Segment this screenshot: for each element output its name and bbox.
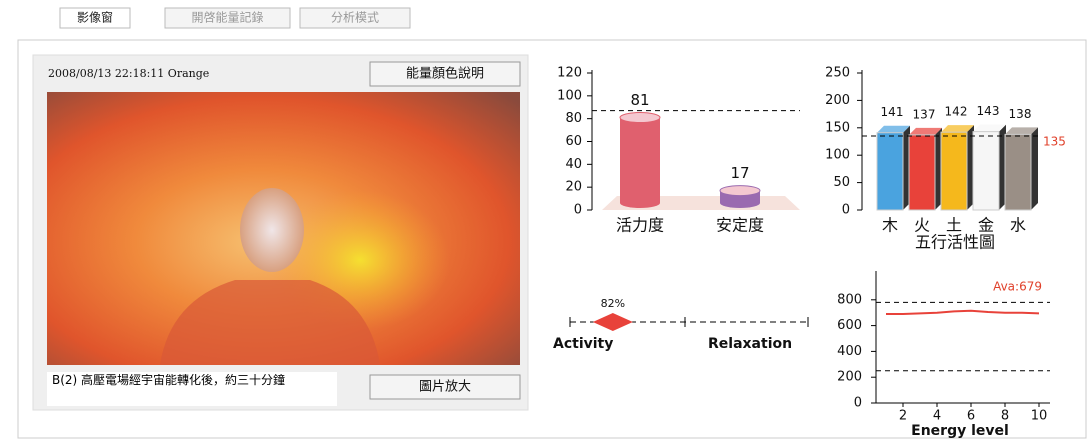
zoom-button-label[interactable]: 圖片放大 (419, 380, 471, 395)
x-tick-label: 2 (899, 409, 907, 424)
y-tick-label: 200 (825, 93, 850, 108)
value-label: 81 (630, 91, 649, 109)
y-tick-label: 800 (837, 292, 862, 307)
x-tick-label: 土 (946, 216, 962, 235)
bar-side (1031, 127, 1038, 210)
caption-box (47, 372, 337, 406)
value-label: 141 (881, 105, 904, 119)
value-label: 138 (1009, 107, 1032, 121)
x-tick-label: 木 (882, 216, 898, 235)
y-tick-label: 80 (565, 111, 582, 126)
tab[interactable] (299, 7, 411, 29)
value-label: 143 (977, 104, 1000, 118)
bar-top (619, 112, 661, 124)
bar (940, 131, 968, 211)
x-tick-label: 水 (1010, 216, 1026, 235)
bar (972, 131, 1000, 211)
value-label: 142 (945, 105, 968, 119)
caption-wrap: B(2) 高壓電場經宇宙能轉化後，約三十分鐘 (52, 374, 286, 387)
annotation: Ava:679 (993, 280, 1042, 294)
value-label: 82% (601, 297, 625, 310)
x-tick-label: 4 (933, 409, 941, 424)
x-tick-label: 金 (978, 216, 994, 235)
bar-top (1005, 127, 1038, 135)
y-tick-label: 40 (565, 157, 582, 172)
bar (1004, 133, 1032, 211)
reference-label: 135 (1043, 135, 1066, 149)
tab-label[interactable]: 影像窗 (77, 11, 113, 25)
y-tick-label: 60 (565, 134, 582, 149)
zoom-button[interactable] (369, 374, 521, 400)
bar-top (877, 125, 910, 133)
tab-label[interactable]: 分析模式 (331, 11, 379, 25)
bar-side (999, 124, 1006, 210)
x-tick-label: 8 (1001, 409, 1009, 424)
gauge-label-left: Activity (553, 336, 613, 352)
x-tick-label: 安定度 (716, 216, 764, 235)
y-tick-label: 50 (833, 175, 850, 190)
timestamp: 2008/08/13 22:18:11 Orange (48, 67, 209, 80)
bar-top (909, 127, 942, 135)
y-tick-label: 200 (837, 370, 862, 385)
bar-side (903, 125, 910, 210)
y-tick-label: 20 (565, 180, 582, 195)
y-tick-label: 120 (557, 66, 582, 81)
y-tick-label: 100 (825, 148, 850, 163)
bar-top (973, 124, 1006, 132)
tab[interactable] (59, 7, 131, 29)
y-tick-label: 0 (854, 396, 862, 411)
slider-marker (592, 313, 633, 331)
gauge-label-right: Relaxation (708, 336, 792, 352)
x-tick-label: 火 (914, 216, 930, 235)
x-tick-label: 活力度 (616, 216, 664, 235)
y-tick-label: 100 (557, 88, 582, 103)
x-axis-label: 五行活性圖 (915, 233, 995, 252)
value-label: 17 (730, 164, 749, 182)
bar (620, 117, 660, 203)
bar-top (719, 185, 761, 197)
main-panel (17, 39, 1087, 439)
y-tick-label: 400 (837, 344, 862, 359)
tab-label[interactable]: 開啓能量記錄 (191, 10, 263, 25)
y-tick-label: 0 (842, 203, 850, 218)
y-tick-label: 150 (825, 120, 850, 135)
bar-side (967, 125, 974, 210)
bar-base (620, 198, 660, 208)
bar-side (935, 127, 942, 210)
x-tick-label: 10 (1031, 409, 1048, 424)
bar (876, 132, 904, 211)
bar-base (720, 198, 760, 208)
y-tick-label: 250 (825, 66, 850, 81)
value-label: 137 (913, 107, 936, 121)
caption: B(2) 高壓電場經宇宙能轉化後，約三十分鐘 (52, 374, 286, 387)
x-axis-label: Energy level (911, 423, 1009, 439)
x-tick-label: 6 (967, 409, 975, 424)
y-tick-label: 0 (574, 203, 582, 218)
bar-top (941, 125, 974, 133)
head-silhouette (240, 188, 304, 272)
bar (908, 134, 936, 211)
energy-line (886, 309, 1040, 315)
y-tick-label: 600 (837, 318, 862, 333)
body-silhouette (160, 280, 380, 365)
tab[interactable] (164, 7, 291, 29)
color-button-label[interactable]: 能量顏色說明 (406, 66, 484, 82)
color-button[interactable] (369, 61, 521, 87)
